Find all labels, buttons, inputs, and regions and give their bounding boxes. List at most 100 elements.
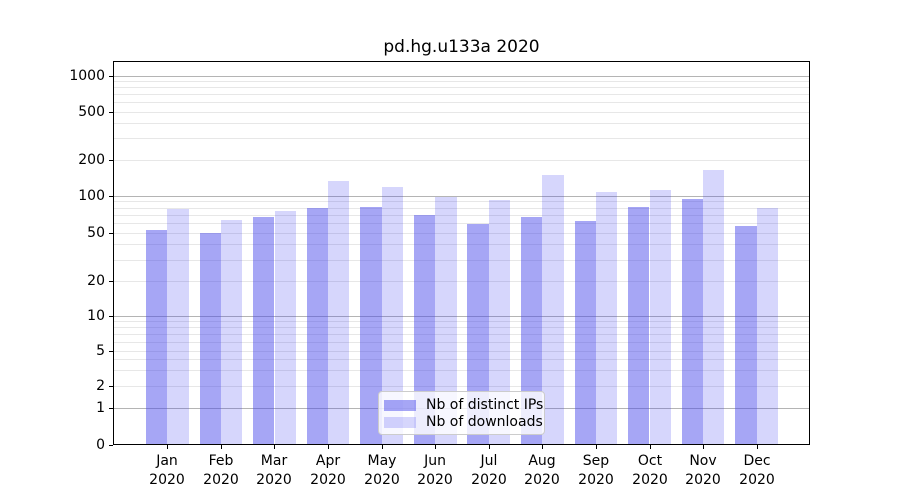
y-tick-1000 [109, 76, 113, 77]
y-tick-100 [109, 196, 113, 197]
bar-nb-of-distinct-ips-mar [253, 217, 275, 444]
y-tick-label-200: 200 [78, 152, 105, 168]
x-tick-label-jul: Jul 2020 [471, 453, 507, 488]
legend: Nb of distinct IPs Nb of downloads [378, 391, 545, 435]
gridline-800 [114, 87, 809, 88]
x-tick-apr [328, 445, 329, 449]
gridline-9 [114, 321, 809, 322]
bar-nb-of-distinct-ips-dec [735, 225, 757, 444]
x-tick-jun [435, 445, 436, 449]
bar-nb-of-distinct-ips-jul [467, 223, 489, 444]
bar-nb-of-distinct-ips-aug [521, 217, 543, 444]
y-tick-2 [109, 386, 113, 387]
gridline-4 [114, 359, 809, 360]
bar-nb-of-downloads-jul [488, 200, 511, 444]
legend-swatch-downloads [384, 416, 416, 428]
y-tick-label-20: 20 [87, 273, 105, 289]
bar-nb-of-distinct-ips-sep [574, 221, 596, 444]
bar-nb-of-downloads-jun [435, 196, 457, 444]
x-tick-sep [596, 445, 597, 449]
x-tick-label-oct: Oct 2020 [632, 453, 668, 488]
gridline-900 [114, 81, 809, 82]
x-tick-feb [221, 445, 222, 449]
y-tick-label-100: 100 [78, 188, 105, 204]
gridline-90 [114, 201, 809, 202]
gridline-5 [114, 351, 809, 352]
gridline-100 [114, 196, 809, 197]
bar-nb-of-distinct-ips-apr [306, 208, 328, 444]
x-tick-label-dec: Dec 2020 [739, 453, 775, 488]
bar-nb-of-downloads-sep [595, 192, 618, 444]
y-tick-label-1000: 1000 [69, 68, 105, 84]
legend-label-distinct-ips: Nb of distinct IPs [426, 397, 544, 413]
x-tick-label-feb: Feb 2020 [203, 453, 239, 488]
bar-nb-of-distinct-ips-nov [681, 199, 704, 444]
gridline-3 [114, 370, 809, 371]
bar-nb-of-distinct-ips-feb [199, 232, 221, 444]
y-tick-20 [109, 281, 113, 282]
gridline-40 [114, 244, 809, 245]
gridline-20 [114, 281, 809, 282]
gridline-1000 [114, 76, 809, 77]
y-tick-200 [109, 160, 113, 161]
y-tick-label-500: 500 [78, 104, 105, 120]
bar-nb-of-downloads-oct [649, 189, 671, 444]
y-tick-label-0: 0 [96, 437, 105, 453]
y-tick-10 [109, 316, 113, 317]
legend-label-downloads: Nb of downloads [426, 414, 543, 430]
bar-nb-of-distinct-ips-jan [145, 229, 168, 444]
bar-nb-of-downloads-aug [542, 175, 564, 444]
y-tick-5 [109, 351, 113, 352]
y-tick-label-50: 50 [87, 225, 105, 241]
x-tick-jul [489, 445, 490, 449]
x-tick-label-jun: Jun 2020 [417, 453, 453, 488]
bar-nb-of-downloads-apr [328, 180, 350, 444]
x-tick-label-aug: Aug 2020 [524, 453, 560, 488]
bar-nb-of-distinct-ips-jun [413, 214, 436, 444]
gridline-200 [114, 160, 809, 161]
gridline-30 [114, 260, 809, 261]
bar-nb-of-downloads-dec [756, 208, 779, 444]
gridline-2 [114, 386, 809, 387]
plot-area [113, 61, 810, 445]
x-tick-label-apr: Apr 2020 [310, 453, 346, 488]
legend-row-downloads: Nb of downloads [384, 414, 543, 430]
bar-nb-of-downloads-jan [167, 209, 189, 444]
bar-nb-of-downloads-may [381, 187, 403, 444]
x-tick-label-sep: Sep 2020 [578, 453, 614, 488]
x-tick-mar [274, 445, 275, 449]
x-tick-may [382, 445, 383, 449]
legend-swatch-distinct-ips [384, 399, 416, 411]
bar-nb-of-distinct-ips-oct [628, 206, 650, 444]
y-tick-1 [109, 408, 113, 409]
gridline-7 [114, 334, 809, 335]
y-tick-500 [109, 112, 113, 113]
y-tick-50 [109, 233, 113, 234]
x-tick-label-may: May 2020 [364, 453, 400, 488]
bar-nb-of-downloads-mar [274, 211, 296, 444]
gridline-10 [114, 316, 809, 317]
bar-nb-of-downloads-nov [703, 169, 725, 444]
bar-nb-of-distinct-ips-may [360, 206, 382, 444]
gridline-70 [114, 215, 809, 216]
gridline-400 [114, 123, 809, 124]
y-tick-0 [109, 445, 113, 446]
y-tick-label-5: 5 [96, 343, 105, 359]
y-tick-label-2: 2 [96, 378, 105, 394]
chart-title: pd.hg.u133a 2020 [383, 37, 540, 57]
x-tick-label-jan: Jan 2020 [149, 453, 185, 488]
x-tick-nov [703, 445, 704, 449]
x-tick-label-mar: Mar 2020 [256, 453, 292, 488]
y-tick-label-1: 1 [96, 400, 105, 416]
gridline-500 [114, 112, 809, 113]
x-tick-jan [167, 445, 168, 449]
gridline-80 [114, 208, 809, 209]
x-tick-aug [542, 445, 543, 449]
bar-nb-of-downloads-feb [220, 220, 243, 444]
x-tick-dec [757, 445, 758, 449]
legend-row-distinct-ips: Nb of distinct IPs [384, 397, 543, 413]
gridline-6 [114, 342, 809, 343]
